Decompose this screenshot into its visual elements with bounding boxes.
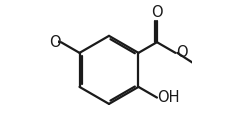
Text: O: O (176, 45, 188, 60)
Text: O: O (49, 35, 60, 50)
Text: OH: OH (158, 90, 180, 105)
Text: O: O (151, 5, 163, 20)
